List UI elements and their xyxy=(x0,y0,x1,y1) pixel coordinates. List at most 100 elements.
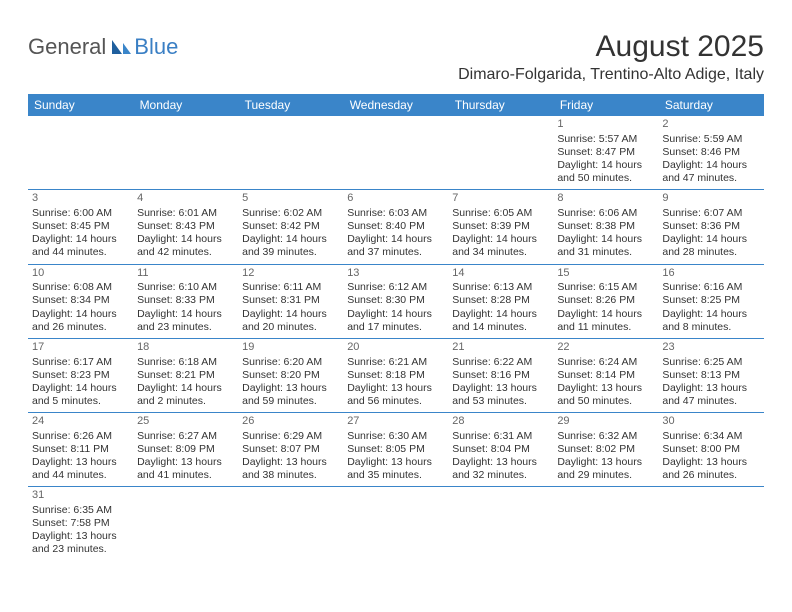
calendar-day-cell xyxy=(658,487,763,561)
daylight-text: and 26 minutes. xyxy=(32,321,129,334)
daylight-text: Daylight: 14 hours xyxy=(557,308,654,321)
calendar-day-cell: 27Sunrise: 6:30 AMSunset: 8:05 PMDayligh… xyxy=(343,413,448,487)
daylight-text: Daylight: 14 hours xyxy=(347,233,444,246)
daylight-text: Daylight: 14 hours xyxy=(137,308,234,321)
day-number: 5 xyxy=(242,192,339,206)
sunrise-text: Sunrise: 5:57 AM xyxy=(557,133,654,146)
sunrise-text: Sunrise: 5:59 AM xyxy=(662,133,759,146)
calendar-day-cell: 18Sunrise: 6:18 AMSunset: 8:21 PMDayligh… xyxy=(133,338,238,412)
day-number: 14 xyxy=(452,267,549,281)
calendar-day-cell: 8Sunrise: 6:06 AMSunset: 8:38 PMDaylight… xyxy=(553,190,658,264)
daylight-text: Daylight: 14 hours xyxy=(452,308,549,321)
daylight-text: and 38 minutes. xyxy=(242,469,339,482)
calendar-day-cell xyxy=(133,116,238,190)
daylight-text: Daylight: 14 hours xyxy=(242,308,339,321)
sunrise-text: Sunrise: 6:07 AM xyxy=(662,207,759,220)
sunset-text: Sunset: 8:40 PM xyxy=(347,220,444,233)
daylight-text: and 39 minutes. xyxy=(242,246,339,259)
calendar-day-cell: 21Sunrise: 6:22 AMSunset: 8:16 PMDayligh… xyxy=(448,338,553,412)
sunset-text: Sunset: 8:38 PM xyxy=(557,220,654,233)
sunrise-text: Sunrise: 6:17 AM xyxy=(32,356,129,369)
weekday-header: Friday xyxy=(553,94,658,116)
sunset-text: Sunset: 8:31 PM xyxy=(242,294,339,307)
day-number: 22 xyxy=(557,341,654,355)
weekday-header: Tuesday xyxy=(238,94,343,116)
day-number: 29 xyxy=(557,415,654,429)
day-number: 1 xyxy=(557,118,654,132)
daylight-text: Daylight: 14 hours xyxy=(557,159,654,172)
day-number: 11 xyxy=(137,267,234,281)
calendar-day-cell xyxy=(553,487,658,561)
calendar-day-cell: 26Sunrise: 6:29 AMSunset: 8:07 PMDayligh… xyxy=(238,413,343,487)
daylight-text: Daylight: 14 hours xyxy=(32,382,129,395)
calendar-day-cell: 9Sunrise: 6:07 AMSunset: 8:36 PMDaylight… xyxy=(658,190,763,264)
daylight-text: and 26 minutes. xyxy=(662,469,759,482)
calendar-day-cell: 12Sunrise: 6:11 AMSunset: 8:31 PMDayligh… xyxy=(238,264,343,338)
sunset-text: Sunset: 8:34 PM xyxy=(32,294,129,307)
day-number: 10 xyxy=(32,267,129,281)
sunset-text: Sunset: 8:02 PM xyxy=(557,443,654,456)
brand-part2: Blue xyxy=(134,34,178,60)
sunset-text: Sunset: 8:18 PM xyxy=(347,369,444,382)
sunrise-text: Sunrise: 6:02 AM xyxy=(242,207,339,220)
day-number: 18 xyxy=(137,341,234,355)
sunrise-text: Sunrise: 6:08 AM xyxy=(32,281,129,294)
sunset-text: Sunset: 8:43 PM xyxy=(137,220,234,233)
sunrise-text: Sunrise: 6:10 AM xyxy=(137,281,234,294)
day-number: 8 xyxy=(557,192,654,206)
sail-icon xyxy=(110,38,132,56)
sunrise-text: Sunrise: 6:21 AM xyxy=(347,356,444,369)
daylight-text: Daylight: 13 hours xyxy=(557,382,654,395)
daylight-text: Daylight: 14 hours xyxy=(347,308,444,321)
daylight-text: Daylight: 14 hours xyxy=(32,233,129,246)
calendar-week-row: 31Sunrise: 6:35 AMSunset: 7:58 PMDayligh… xyxy=(28,487,764,561)
daylight-text: and 47 minutes. xyxy=(662,395,759,408)
day-number: 7 xyxy=(452,192,549,206)
daylight-text: and 44 minutes. xyxy=(32,246,129,259)
calendar-day-cell: 30Sunrise: 6:34 AMSunset: 8:00 PMDayligh… xyxy=(658,413,763,487)
location-text: Dimaro-Folgarida, Trentino-Alto Adige, I… xyxy=(458,66,764,84)
weekday-header: Saturday xyxy=(658,94,763,116)
calendar-day-cell xyxy=(133,487,238,561)
calendar-day-cell: 24Sunrise: 6:26 AMSunset: 8:11 PMDayligh… xyxy=(28,413,133,487)
day-number: 6 xyxy=(347,192,444,206)
calendar-page: General Blue August 2025 Dimaro-Folgarid… xyxy=(0,0,792,561)
day-number: 30 xyxy=(662,415,759,429)
sunset-text: Sunset: 8:20 PM xyxy=(242,369,339,382)
sunset-text: Sunset: 8:21 PM xyxy=(137,369,234,382)
day-number: 3 xyxy=(32,192,129,206)
day-number: 20 xyxy=(347,341,444,355)
daylight-text: and 47 minutes. xyxy=(662,172,759,185)
day-number: 4 xyxy=(137,192,234,206)
daylight-text: and 44 minutes. xyxy=(32,469,129,482)
brand-logo: General Blue xyxy=(28,34,178,60)
daylight-text: Daylight: 14 hours xyxy=(32,308,129,321)
calendar-day-cell xyxy=(448,116,553,190)
sunrise-text: Sunrise: 6:34 AM xyxy=(662,430,759,443)
sunset-text: Sunset: 8:46 PM xyxy=(662,146,759,159)
daylight-text: and 50 minutes. xyxy=(557,395,654,408)
daylight-text: Daylight: 14 hours xyxy=(662,233,759,246)
sunrise-text: Sunrise: 6:31 AM xyxy=(452,430,549,443)
sunrise-text: Sunrise: 6:11 AM xyxy=(242,281,339,294)
daylight-text: Daylight: 14 hours xyxy=(557,233,654,246)
day-number: 31 xyxy=(32,489,129,503)
calendar-week-row: 3Sunrise: 6:00 AMSunset: 8:45 PMDaylight… xyxy=(28,190,764,264)
daylight-text: Daylight: 13 hours xyxy=(242,456,339,469)
day-number: 9 xyxy=(662,192,759,206)
sunrise-text: Sunrise: 6:00 AM xyxy=(32,207,129,220)
daylight-text: and 11 minutes. xyxy=(557,321,654,334)
calendar-day-cell: 15Sunrise: 6:15 AMSunset: 8:26 PMDayligh… xyxy=(553,264,658,338)
day-number: 13 xyxy=(347,267,444,281)
sunrise-text: Sunrise: 6:15 AM xyxy=(557,281,654,294)
day-number: 17 xyxy=(32,341,129,355)
daylight-text: Daylight: 13 hours xyxy=(452,382,549,395)
calendar-day-cell: 17Sunrise: 6:17 AMSunset: 8:23 PMDayligh… xyxy=(28,338,133,412)
sunrise-text: Sunrise: 6:32 AM xyxy=(557,430,654,443)
calendar-day-cell: 10Sunrise: 6:08 AMSunset: 8:34 PMDayligh… xyxy=(28,264,133,338)
sunrise-text: Sunrise: 6:29 AM xyxy=(242,430,339,443)
sunrise-text: Sunrise: 6:30 AM xyxy=(347,430,444,443)
sunrise-text: Sunrise: 6:26 AM xyxy=(32,430,129,443)
daylight-text: and 23 minutes. xyxy=(137,321,234,334)
sunrise-text: Sunrise: 6:01 AM xyxy=(137,207,234,220)
